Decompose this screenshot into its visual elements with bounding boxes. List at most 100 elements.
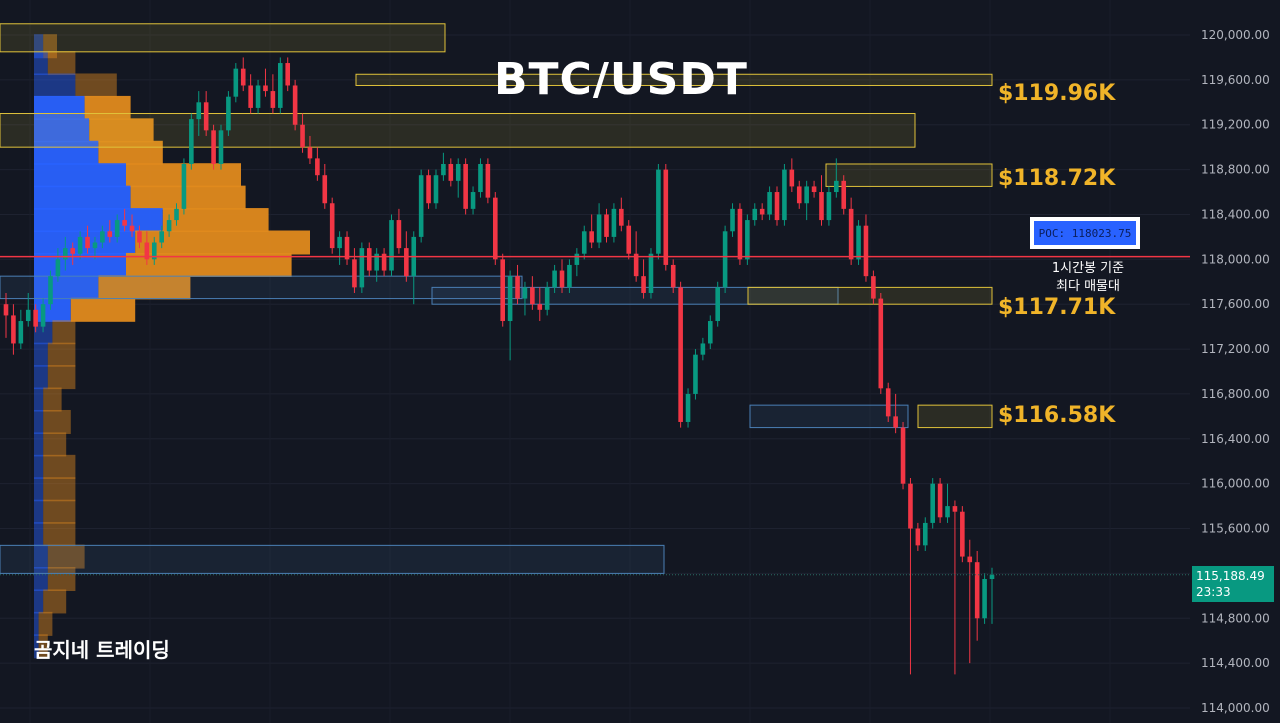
candle-body [974,562,980,619]
poc-note-line1: 1시간봉 기준 [1051,261,1125,276]
candle-body [122,220,127,226]
zone-box [0,544,665,574]
volume-bar-buy [34,499,44,524]
candle-body [137,231,142,243]
candle-body [967,556,973,563]
candle-body [352,259,357,288]
candle-body [366,248,372,271]
candle-body [418,175,424,237]
volume-bar-sell [43,454,76,479]
candle-body [55,259,61,277]
candle-body [211,130,216,164]
candle-body [670,264,676,288]
candle-body [270,91,276,108]
volume-bar-sell [98,140,163,165]
candle-body [633,253,639,277]
candle-body [596,214,602,243]
volume-bar-buy [34,230,136,255]
candle-body [648,253,654,293]
candle-body [663,169,669,265]
volume-bar-sell [70,297,136,322]
candle-body [426,175,431,204]
candle-body [619,208,624,226]
candle-body [715,287,720,322]
candle-body [322,175,328,204]
candle-body [255,85,261,108]
candle-body [700,343,706,355]
candle-body [507,276,513,322]
candle-body [292,85,298,125]
price-tick-label: 115,600.00 [1201,522,1270,536]
candle-body [707,321,713,344]
candle-body [25,309,31,322]
candles [3,57,995,675]
candle-body [226,96,231,131]
zone-box [0,23,446,53]
candle-body [329,203,335,249]
candle-body [248,85,253,108]
volume-bar-buy [34,118,90,143]
candle-body [404,248,409,277]
candle-body [381,253,387,271]
candle-body [389,220,394,271]
candle-body [804,186,809,204]
candle-body [537,304,543,310]
candle-body [871,276,876,299]
candle-body [878,298,884,389]
candle-body [144,242,150,260]
candle-body [11,315,16,344]
candle-body [989,574,995,580]
volume-bar-sell [47,51,76,76]
volume-bar-buy [34,454,44,479]
price-tick-label: 119,200.00 [1201,118,1270,132]
zone-box [747,286,993,305]
volume-bar-buy [34,51,48,76]
candle-body [552,270,557,288]
poc-label: POC: 118023.75 [1038,227,1132,240]
volume-bar-buy [34,522,44,547]
volume-bar-buy [34,73,76,98]
candle-body [114,220,120,237]
price-axis-bg [1190,0,1280,723]
candle-body [40,304,46,327]
candle-body [819,192,824,221]
candle-body [759,208,765,215]
level-label-116-58k: $116.58K [998,403,1116,428]
candle-body [789,169,795,187]
candle-body [92,242,98,249]
price-tick-label: 114,800.00 [1201,611,1270,625]
candle-body [841,180,847,209]
volume-bar-sell [89,118,154,143]
volume-bar-buy [34,95,85,120]
volume-bar-buy [34,432,44,457]
current-price: 115,188.49 [1196,569,1265,583]
grid-lines [0,34,1190,709]
price-tick-label: 116,800.00 [1201,387,1270,401]
candle-body [589,231,594,243]
candle-body [240,68,246,86]
candle-body [893,416,898,428]
candle-body [433,175,439,204]
candle-body [848,208,854,260]
poc-note-line2: 최다 매물대 [1056,279,1120,294]
volume-bar-sell [52,320,76,345]
candle-body [796,186,802,204]
volume-bar-sell [130,185,246,210]
candle-body [233,68,239,97]
price-axis[interactable]: 120,000.00 119,600.00 119,200.00 118,800.00… [1190,0,1280,723]
volume-bar-sell [43,522,76,547]
candle-body [685,393,691,422]
volume-bar-buy [34,611,39,636]
candle-body [107,231,113,237]
candle-body [441,163,446,176]
candle-body [863,225,869,277]
candle-body [937,483,943,518]
candle-body [492,197,498,260]
candle-body [900,427,906,484]
volume-bar-sell [43,589,67,614]
candle-body [604,214,609,237]
candle-body [559,270,565,288]
candle-body [730,208,735,232]
candle-body [455,163,461,181]
